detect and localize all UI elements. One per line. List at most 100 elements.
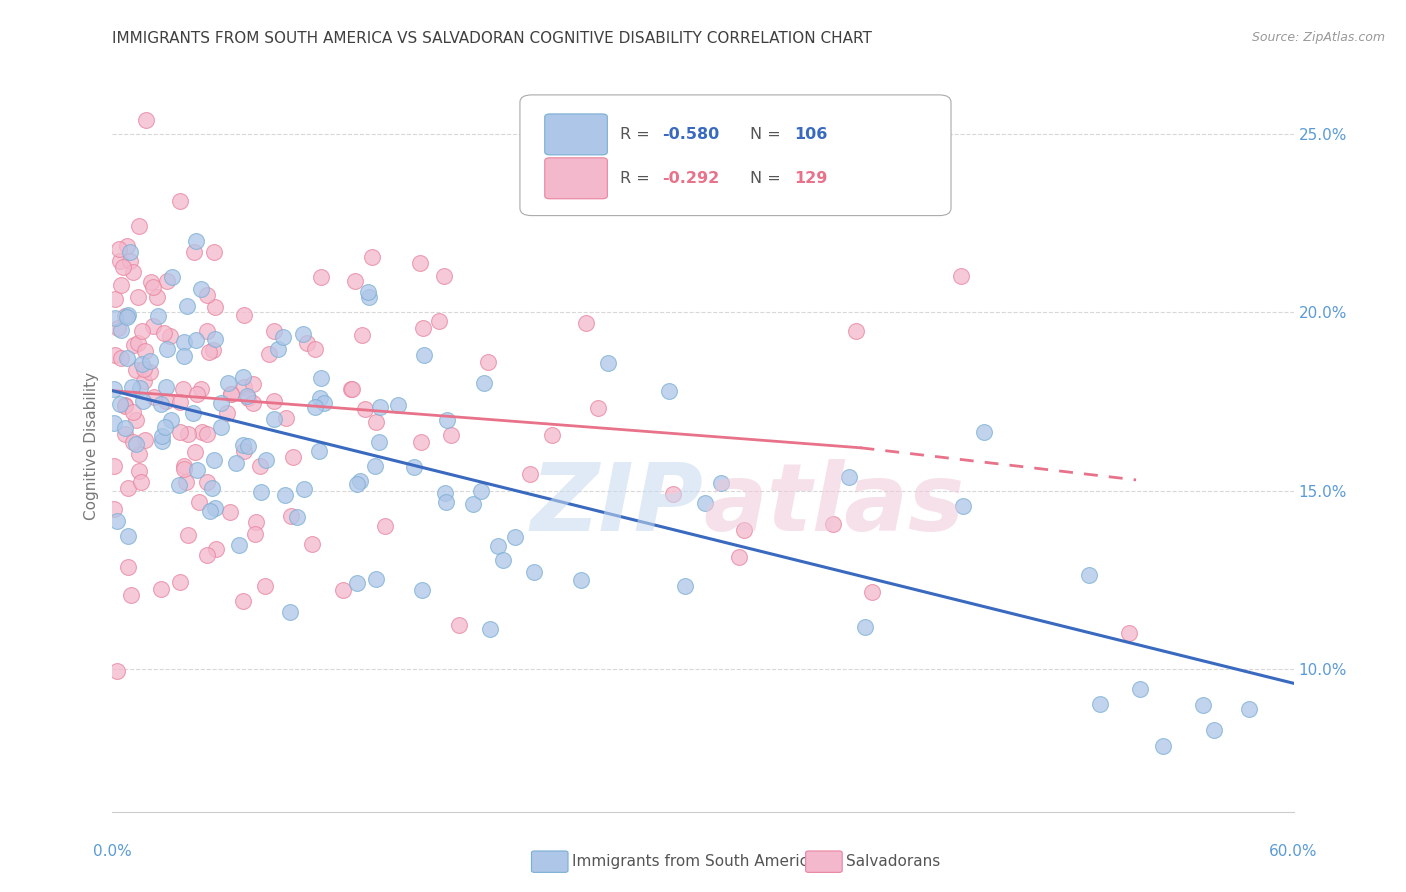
Immigrants from South America xyxy=(412,348,434,362)
Immigrants from South America xyxy=(103,382,125,396)
Immigrants from South America xyxy=(292,327,315,342)
Salvadorans xyxy=(105,664,128,678)
Salvadorans xyxy=(128,464,150,478)
Immigrants from South America xyxy=(364,459,387,474)
Immigrants from South America xyxy=(1077,568,1099,582)
FancyBboxPatch shape xyxy=(520,95,950,216)
Salvadorans xyxy=(219,387,242,401)
Immigrants from South America xyxy=(186,463,208,477)
Salvadorans xyxy=(169,574,191,589)
Immigrants from South America xyxy=(710,475,733,490)
Salvadorans xyxy=(134,433,156,447)
Immigrants from South America xyxy=(505,530,527,544)
Immigrants from South America xyxy=(105,514,128,528)
Salvadorans xyxy=(215,406,238,420)
Salvadorans xyxy=(128,447,150,461)
Immigrants from South America xyxy=(658,384,681,398)
Salvadorans xyxy=(845,325,868,339)
Salvadorans xyxy=(153,326,176,341)
Immigrants from South America xyxy=(131,357,153,371)
Salvadorans xyxy=(409,255,432,269)
Salvadorans xyxy=(263,324,285,338)
Salvadorans xyxy=(340,382,363,396)
Salvadorans xyxy=(281,450,304,465)
Immigrants from South America xyxy=(155,420,177,434)
Salvadorans xyxy=(274,411,297,425)
Immigrants from South America xyxy=(183,406,205,420)
Immigrants from South America xyxy=(1090,697,1112,711)
Salvadorans xyxy=(245,516,267,530)
Salvadorans xyxy=(1118,626,1140,640)
Immigrants from South America xyxy=(285,509,308,524)
Salvadorans xyxy=(249,458,271,473)
Text: 129: 129 xyxy=(794,170,827,186)
Salvadorans xyxy=(172,382,194,396)
Immigrants from South America xyxy=(176,300,198,314)
Text: Immigrants from South America: Immigrants from South America xyxy=(572,855,818,869)
Salvadorans xyxy=(949,269,972,284)
Immigrants from South America xyxy=(173,334,195,349)
Salvadorans xyxy=(169,395,191,409)
Salvadorans xyxy=(195,548,218,562)
Immigrants from South America xyxy=(1204,723,1226,737)
Salvadorans xyxy=(821,516,844,531)
Immigrants from South America xyxy=(204,500,226,515)
Salvadorans xyxy=(409,435,432,450)
Salvadorans xyxy=(253,579,276,593)
Salvadorans xyxy=(541,428,564,442)
Immigrants from South America xyxy=(160,413,183,427)
Salvadorans xyxy=(190,382,212,396)
Salvadorans xyxy=(173,459,195,474)
Immigrants from South America xyxy=(139,353,162,368)
Salvadorans xyxy=(107,320,129,334)
Immigrants from South America xyxy=(314,396,336,410)
Salvadorans xyxy=(354,401,377,416)
Text: Salvadorans: Salvadorans xyxy=(846,855,941,869)
Immigrants from South America xyxy=(125,437,148,451)
Salvadorans xyxy=(412,321,434,335)
Immigrants from South America xyxy=(160,270,183,285)
Salvadorans xyxy=(233,380,256,394)
Salvadorans xyxy=(156,274,179,288)
Immigrants from South America xyxy=(853,620,876,634)
Immigrants from South America xyxy=(173,349,195,363)
Immigrants from South America xyxy=(110,396,132,410)
Immigrants from South America xyxy=(695,496,717,510)
Immigrants from South America xyxy=(292,483,315,497)
Text: N =: N = xyxy=(751,170,786,186)
Immigrants from South America xyxy=(523,565,546,579)
Immigrants from South America xyxy=(232,370,254,384)
Immigrants from South America xyxy=(263,412,285,426)
Text: 106: 106 xyxy=(794,127,827,142)
Immigrants from South America xyxy=(155,379,177,393)
Immigrants from South America xyxy=(225,456,247,470)
Salvadorans xyxy=(432,268,454,283)
Immigrants from South America xyxy=(492,552,515,566)
Text: R =: R = xyxy=(620,127,655,142)
Immigrants from South America xyxy=(436,413,458,427)
Immigrants from South America xyxy=(349,474,371,488)
Salvadorans xyxy=(575,316,598,330)
Salvadorans xyxy=(139,275,162,289)
Salvadorans xyxy=(150,582,173,596)
Immigrants from South America xyxy=(311,371,333,385)
Salvadorans xyxy=(197,475,219,489)
Salvadorans xyxy=(110,351,132,365)
Salvadorans xyxy=(332,583,354,598)
Salvadorans xyxy=(117,481,139,495)
Salvadorans xyxy=(301,537,323,551)
Salvadorans xyxy=(146,290,169,304)
Immigrants from South America xyxy=(156,342,179,356)
Salvadorans xyxy=(122,265,145,279)
Salvadorans xyxy=(120,588,142,602)
Salvadorans xyxy=(118,254,141,268)
Salvadorans xyxy=(233,309,256,323)
Immigrants from South America xyxy=(274,487,297,501)
Immigrants from South America xyxy=(973,425,995,439)
Immigrants from South America xyxy=(569,573,592,587)
Immigrants from South America xyxy=(190,282,212,296)
Text: 60.0%: 60.0% xyxy=(1270,845,1317,859)
Salvadorans xyxy=(197,345,219,359)
Immigrants from South America xyxy=(357,285,380,299)
Immigrants from South America xyxy=(367,434,389,449)
